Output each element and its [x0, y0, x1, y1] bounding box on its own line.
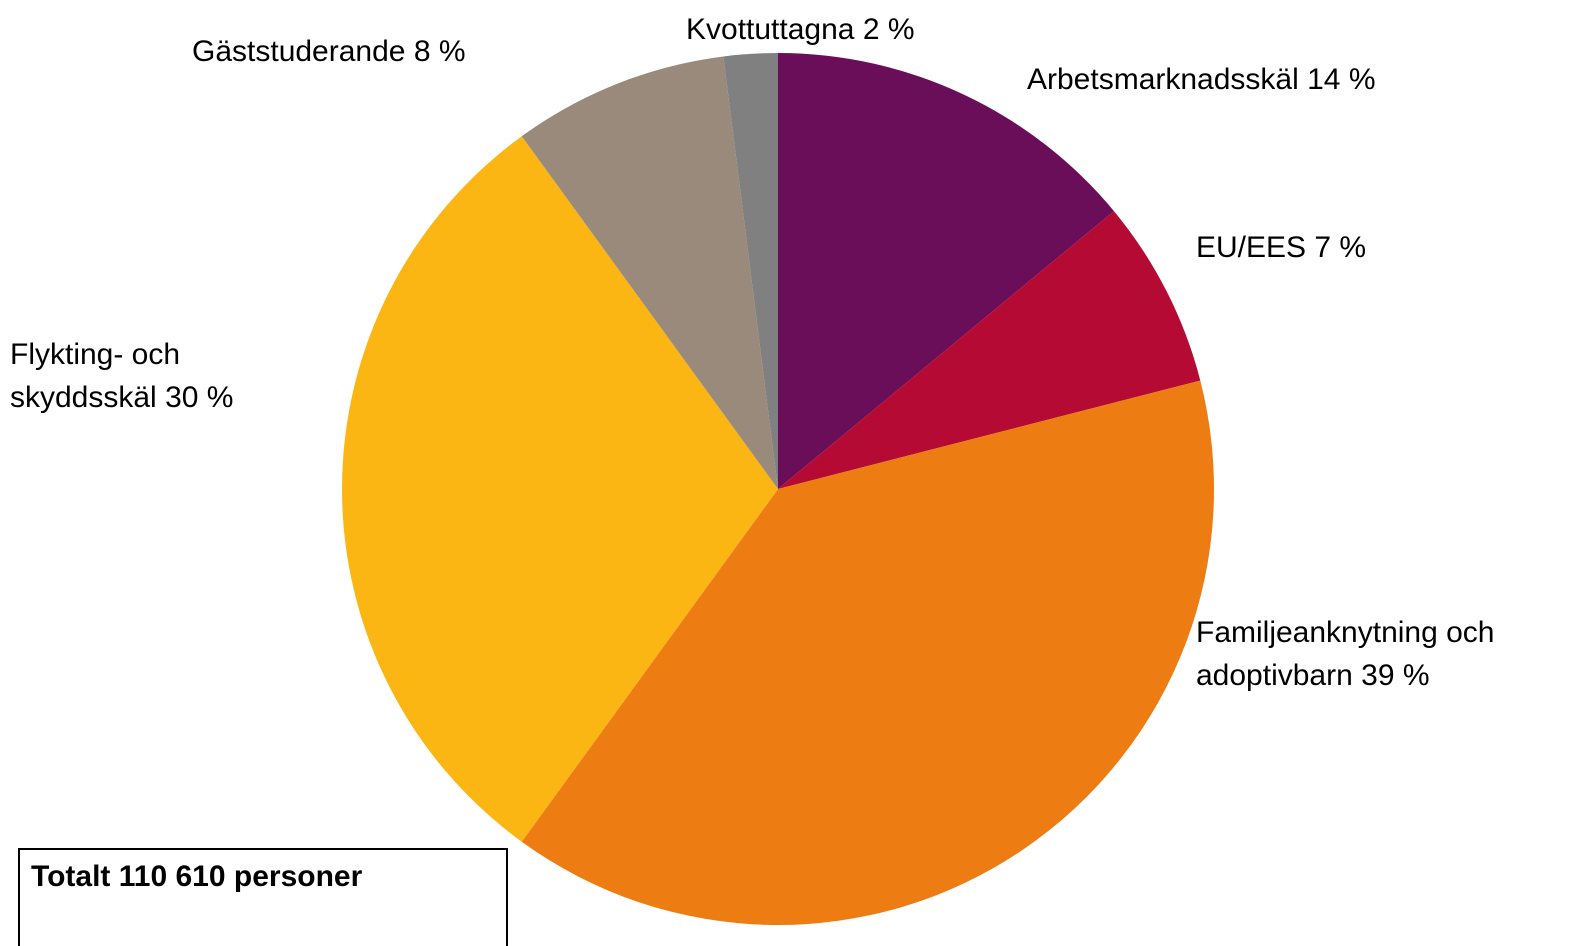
slice-label: Familjeanknytning och adoptivbarn 39 %: [1196, 611, 1576, 697]
total-box: Totalt 110 610 personer: [18, 848, 508, 946]
pie-slice: [521, 56, 778, 490]
category-label: Kvottuttagna: [686, 13, 855, 46]
pie-slice: [342, 136, 778, 842]
value-label: 2 %: [862, 13, 915, 46]
pie-slice: [723, 53, 778, 489]
value-label: 8 %: [413, 35, 466, 68]
category-label: EU/EES: [1196, 231, 1307, 264]
pie-slice: [778, 211, 1201, 490]
slice-label: Kvottuttagna 2 %: [686, 8, 1086, 51]
slice-label: Arbetsmarknadsskäl 14 %: [1027, 58, 1567, 101]
pie-slice: [778, 53, 1114, 489]
annotation: Totalt 110 610 personer: [31, 860, 363, 893]
value-label: 30 %: [165, 381, 234, 414]
slice-label: Gäststuderande 8 %: [192, 30, 612, 73]
category-label: Gäststuderande: [192, 35, 406, 68]
category-label: Flykting- och skyddsskäl: [10, 338, 181, 414]
pie-slice: [521, 380, 1214, 925]
slice-label: EU/EES 7 %: [1196, 226, 1576, 269]
value-label: 14 %: [1307, 63, 1376, 96]
category-label: Familjeanknytning och adoptivbarn: [1196, 616, 1495, 692]
category-label: Arbetsmarknadsskäl: [1027, 63, 1299, 96]
value-label: 7 %: [1314, 231, 1367, 264]
slice-label: Flykting- och skyddsskäl 30 %: [10, 333, 295, 419]
value-label: 39 %: [1361, 659, 1430, 692]
